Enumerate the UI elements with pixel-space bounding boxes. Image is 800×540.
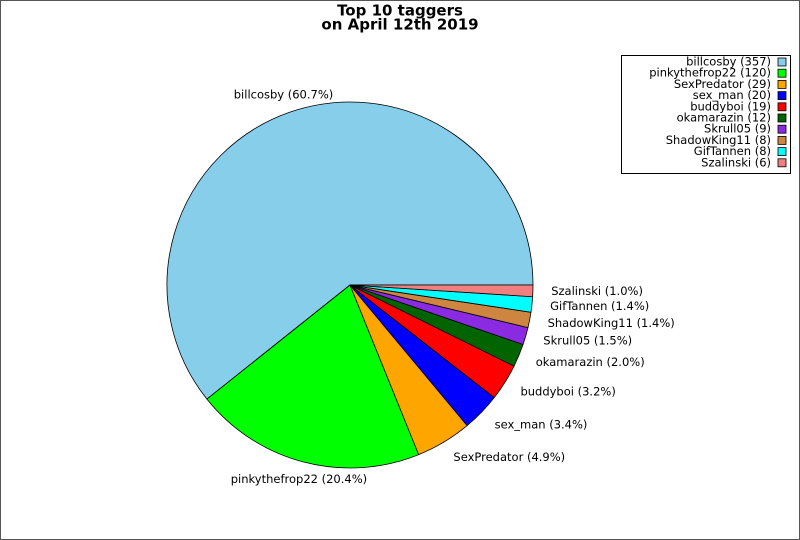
slice-label: SexPredator (4.9%): [453, 450, 565, 464]
chart-title: Top 10 taggers: [337, 2, 463, 20]
slice-label: buddyboi (3.2%): [520, 385, 615, 399]
legend-label: Skrull05 (9): [704, 122, 771, 136]
slice-label: ShadowKing11 (1.4%): [548, 316, 675, 330]
slice-label: sex_man (3.4%): [495, 418, 588, 432]
legend-label: buddyboi (19): [690, 99, 771, 113]
pie-slice: [206, 284, 420, 469]
legend-label: Szalinski (6): [701, 155, 771, 169]
slice-label: okamarazin (2.0%): [536, 355, 645, 369]
slice-label: billcosby (60.7%): [234, 87, 334, 101]
slice-label: GifTannen (1.4%): [550, 299, 649, 313]
chart-title: on April 12th 2019: [321, 16, 478, 34]
legend-swatch: [777, 57, 787, 67]
legend-box: [621, 55, 791, 174]
legend-swatch: [777, 68, 787, 78]
legend-swatch: [777, 124, 787, 134]
legend-swatch: [777, 135, 787, 145]
legend-swatch: [777, 102, 787, 112]
legend-swatch: [777, 113, 787, 123]
legend-label: okamarazin (12): [677, 111, 771, 125]
legend-swatch: [777, 91, 787, 100]
legend-swatch: [777, 147, 787, 157]
legend-label: ShadowKing11 (8): [666, 133, 771, 147]
legend-label: GifTannen (8): [694, 144, 771, 158]
legend-swatch: [777, 80, 787, 89]
legend-label: pinkythefrop22 (120): [649, 66, 771, 80]
legend-label: billcosby (357): [686, 55, 771, 69]
legend-swatch: [777, 158, 787, 168]
slice-label: pinkythefrop22 (20.4%): [231, 472, 367, 486]
pie-slice: [166, 101, 534, 400]
slice-label: Skrull05 (1.5%): [543, 334, 632, 348]
legend-label: SexPredator (29): [674, 77, 771, 91]
legend-label: sex_man (20): [693, 88, 771, 102]
slice-label: Szalinski (1.0%): [551, 284, 643, 298]
pie-slice: [349, 284, 534, 298]
